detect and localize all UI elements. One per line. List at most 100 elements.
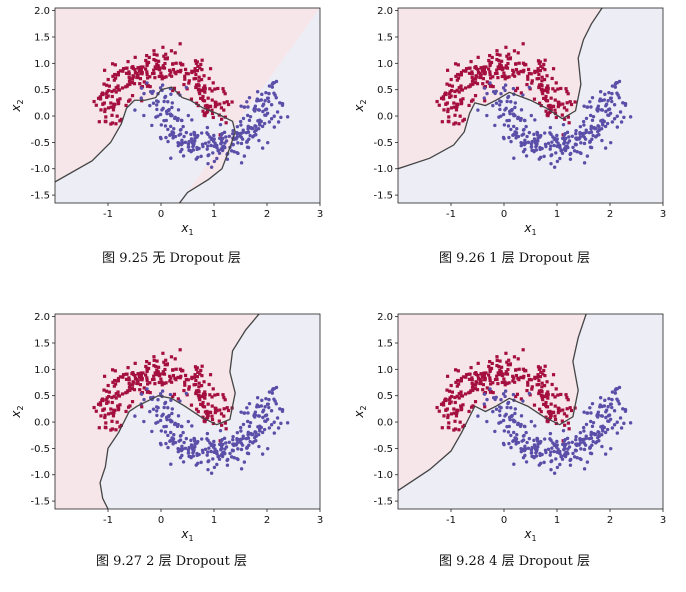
y-tick-label: 2.0: [34, 6, 50, 17]
point-class-0: [172, 86, 177, 90]
point-class-0: [460, 101, 464, 105]
point-class-0: [553, 108, 557, 112]
point-class-0: [117, 101, 121, 105]
point-class-1: [588, 113, 593, 118]
point-class-0: [542, 88, 546, 92]
point-class-0: [521, 348, 525, 352]
point-class-1: [525, 440, 529, 445]
x-tick-label: 2: [264, 515, 270, 526]
point-class-1: [507, 135, 511, 140]
point-class-0: [505, 372, 510, 376]
point-class-1: [482, 86, 487, 90]
point-class-0: [171, 394, 175, 399]
point-class-1: [511, 439, 515, 444]
point-class-0: [169, 355, 174, 359]
point-class-0: [222, 101, 226, 105]
point-class-0: [447, 115, 451, 119]
point-class-0: [512, 70, 516, 74]
point-class-0: [542, 384, 547, 388]
point-class-1: [501, 86, 506, 90]
point-class-0: [155, 53, 159, 57]
point-class-1: [551, 135, 555, 139]
point-class-1: [180, 140, 184, 144]
point-class-1: [218, 428, 223, 433]
point-class-0: [198, 66, 202, 70]
point-class-0: [199, 88, 203, 92]
point-class-0: [458, 420, 462, 424]
point-class-1: [549, 132, 553, 137]
region-class-0: [55, 8, 320, 203]
point-class-0: [489, 76, 493, 80]
point-class-1: [555, 465, 560, 470]
point-class-0: [566, 398, 570, 402]
point-class-0: [449, 94, 453, 98]
point-class-1: [534, 454, 539, 458]
point-class-0: [546, 87, 550, 91]
point-class-1: [509, 406, 513, 410]
point-class-0: [449, 77, 453, 82]
point-class-0: [147, 361, 151, 366]
point-class-0: [467, 103, 471, 108]
point-class-1: [166, 445, 170, 450]
point-class-1: [610, 426, 615, 430]
point-class-1: [257, 444, 261, 449]
point-class-0: [144, 58, 148, 63]
point-class-0: [169, 376, 173, 380]
point-class-1: [538, 451, 542, 456]
point-class-1: [519, 414, 524, 418]
point-class-0: [130, 400, 135, 404]
point-class-0: [104, 389, 109, 393]
point-class-1: [514, 442, 518, 446]
point-class-1: [274, 385, 279, 390]
point-class-0: [463, 392, 468, 396]
point-class-0: [197, 381, 201, 385]
point-class-1: [596, 430, 600, 434]
point-class-0: [502, 377, 506, 381]
point-class-0: [514, 62, 518, 66]
point-class-0: [208, 67, 213, 71]
point-class-1: [574, 434, 578, 439]
point-class-1: [238, 425, 243, 430]
point-class-0: [211, 81, 215, 85]
point-class-1: [509, 108, 513, 113]
point-class-0: [449, 412, 454, 416]
point-class-1: [485, 113, 489, 118]
point-class-0: [543, 364, 547, 368]
point-class-1: [591, 114, 596, 119]
point-class-0: [155, 359, 159, 363]
caption-4: 图 9.28 4 层 Dropout 层: [438, 554, 591, 569]
point-class-1: [610, 397, 614, 402]
point-class-1: [509, 139, 513, 144]
point-class-1: [572, 455, 577, 459]
point-class-0: [178, 42, 182, 46]
point-class-1: [148, 409, 152, 414]
point-class-0: [525, 388, 529, 393]
point-class-0: [543, 403, 548, 407]
point-class-0: [512, 376, 516, 380]
point-class-0: [565, 89, 569, 94]
point-class-1: [223, 141, 227, 145]
point-class-1: [145, 81, 149, 85]
point-class-0: [200, 403, 205, 407]
point-class-1: [554, 457, 558, 461]
point-class-0: [163, 367, 167, 372]
point-class-0: [482, 377, 486, 381]
point-class-0: [545, 113, 549, 117]
point-class-0: [454, 414, 459, 418]
point-class-0: [482, 71, 486, 75]
point-class-1: [212, 465, 217, 470]
point-class-0: [205, 109, 210, 113]
point-class-1: [610, 84, 615, 88]
point-class-1: [256, 425, 260, 429]
point-class-1: [219, 147, 224, 152]
point-class-1: [160, 108, 164, 112]
point-class-0: [163, 61, 167, 66]
point-class-0: [199, 384, 204, 388]
point-class-0: [118, 375, 123, 379]
point-class-0: [226, 408, 231, 413]
point-class-1: [235, 430, 240, 435]
point-class-0: [224, 121, 228, 125]
point-class-0: [161, 64, 165, 68]
point-class-1: [156, 420, 160, 424]
